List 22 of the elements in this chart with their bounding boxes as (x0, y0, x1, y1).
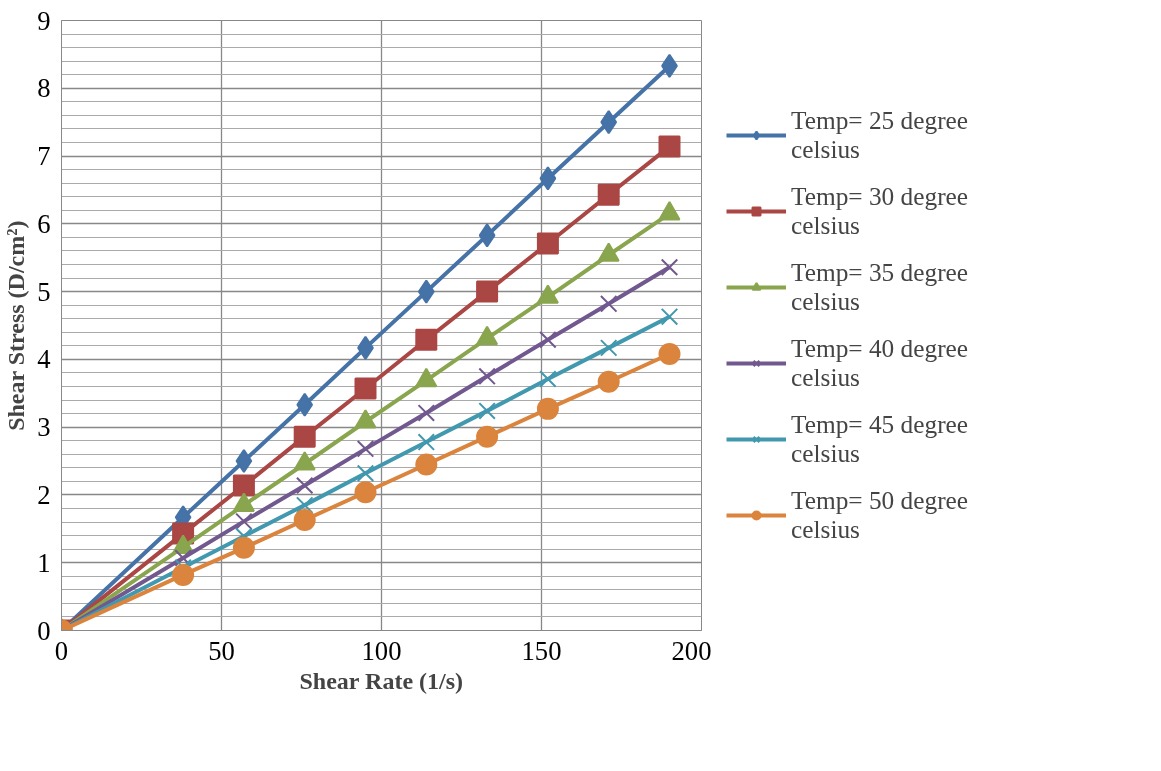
y-tick-label: 5 (37, 276, 51, 307)
x-tick-label: 200 (671, 635, 712, 666)
y-axis-title: Shear Stress (D/cm²) (3, 220, 30, 431)
y-tick-label: 2 (37, 479, 51, 510)
y-tick-label: 6 (37, 208, 51, 239)
y-tick-label: 0 (37, 615, 51, 646)
x-tick-label: 150 (521, 635, 562, 666)
x-axis-title: Shear Rate (1/s) (299, 667, 464, 694)
y-tick-label: 7 (37, 141, 51, 172)
legend-label: Temp= 50 degree celsius (791, 486, 969, 544)
y-tick-label: 8 (37, 73, 51, 104)
y-tick-label: 1 (37, 547, 51, 578)
legend-label: Temp= 25 degree celsius (791, 106, 969, 164)
legend-label: Temp= 45 degree celsius (791, 410, 969, 468)
legend-label: Temp= 35 degree celsius (791, 258, 969, 316)
y-tick-label: 9 (37, 5, 51, 36)
legend-label: Temp= 40 degree celsius (791, 334, 969, 392)
y-tick-label: 4 (37, 344, 51, 375)
legend-label: Temp= 30 degree celsius (791, 182, 969, 240)
x-tick-label: 50 (208, 635, 235, 666)
x-tick-label: 100 (361, 635, 402, 666)
y-tick-label: 3 (37, 412, 51, 443)
